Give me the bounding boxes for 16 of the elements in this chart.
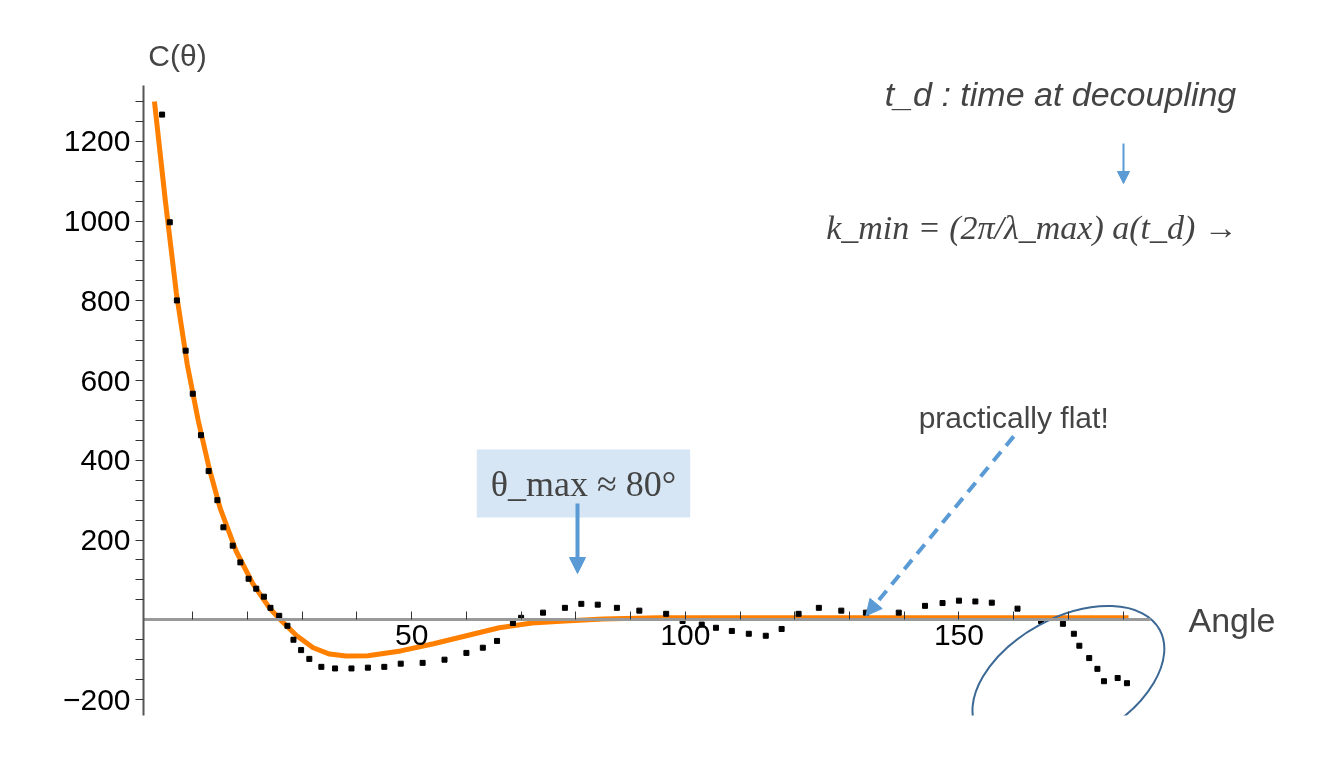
y-tick-label: 200 xyxy=(80,523,131,557)
x-axis-title: Angle xyxy=(1188,600,1276,639)
annotation: practically flat! xyxy=(918,401,1109,435)
y-tick-label: 400 xyxy=(80,443,131,477)
x-tick-label: 150 xyxy=(933,617,984,651)
y-tick-label: 1000 xyxy=(63,204,131,238)
annotation: k_min = (2π/λ_max) a(t_d) → xyxy=(826,209,1238,247)
y-tick-label: −200 xyxy=(62,682,131,716)
y-axis-title: C(θ) xyxy=(148,38,207,72)
annotation: t_d : time at decoupling xyxy=(884,74,1237,113)
y-tick-label: 600 xyxy=(80,363,131,397)
annotation: θ_max ≈ 80° xyxy=(490,463,677,504)
y-tick-label: 1200 xyxy=(63,124,131,158)
y-tick-label: 800 xyxy=(80,283,131,317)
x-tick-label: 100 xyxy=(660,617,711,651)
x-tick-label: 50 xyxy=(394,617,429,651)
